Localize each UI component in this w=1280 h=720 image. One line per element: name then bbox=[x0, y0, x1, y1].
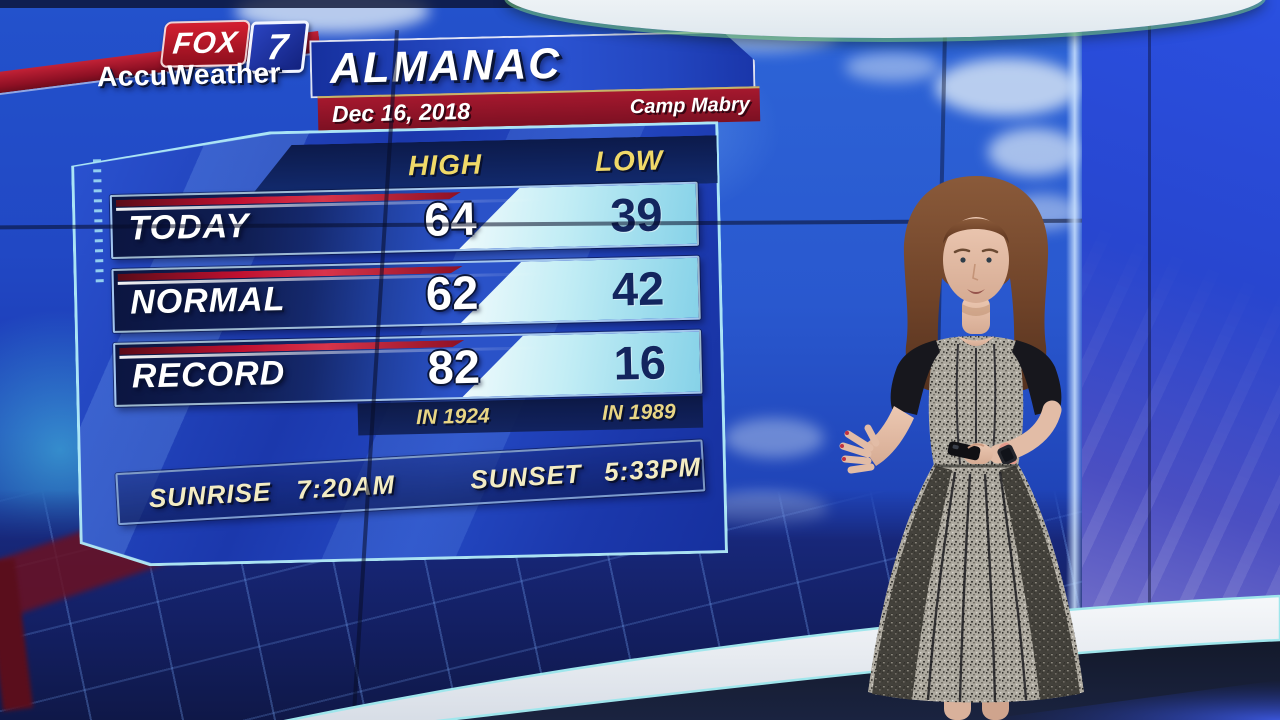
nose bbox=[972, 263, 979, 281]
side-wall-seam bbox=[1148, 0, 1151, 720]
nail-polish bbox=[840, 444, 844, 448]
nail-polish bbox=[845, 431, 849, 435]
eye bbox=[986, 257, 992, 263]
row-label: RECORD bbox=[131, 354, 286, 396]
station-location: Camp Mabry bbox=[629, 93, 751, 119]
wall-corner-highlight bbox=[1066, 0, 1082, 720]
table-row-today: TODAY 64 39 bbox=[109, 181, 700, 259]
almanac-graphic: FOX 7 AccuWeather ALMANAC Dec 16, 2018 C… bbox=[0, 2, 797, 598]
skirt-panel-left bbox=[872, 466, 952, 700]
row-label: NORMAL bbox=[129, 280, 286, 322]
cloud bbox=[935, 58, 1080, 116]
mouth bbox=[967, 289, 985, 294]
fox-logo-text: FOX bbox=[171, 26, 240, 61]
skirt-panel-right bbox=[1000, 466, 1080, 700]
ceiling-edge bbox=[0, 0, 540, 8]
skirt-piping bbox=[926, 471, 1028, 703]
today-low-value: 39 bbox=[609, 187, 664, 242]
today-high-value: 64 bbox=[423, 191, 478, 246]
dress-sleeve-left bbox=[890, 340, 940, 415]
column-header-high: HIGH bbox=[407, 148, 483, 182]
page-title: ALMANAC bbox=[329, 39, 562, 93]
weather-presenter bbox=[839, 176, 1084, 720]
floor-reflection bbox=[980, 680, 1280, 720]
cloud bbox=[988, 128, 1080, 176]
hand-fingers bbox=[967, 443, 985, 449]
presenter-neck bbox=[962, 296, 990, 334]
record-low-value: 16 bbox=[612, 335, 667, 390]
cloud bbox=[724, 418, 824, 458]
presenter-face bbox=[943, 217, 1009, 303]
record-low-year: IN 1989 bbox=[601, 400, 676, 425]
neckline bbox=[958, 336, 994, 346]
sunset-time: 5:33PM bbox=[603, 451, 702, 488]
presenter-bangs bbox=[943, 218, 1009, 244]
sunset-label: SUNSET bbox=[469, 458, 583, 495]
cloud bbox=[845, 52, 940, 82]
sunrise-label: SUNRISE bbox=[147, 476, 273, 514]
presenter-open-hand bbox=[839, 424, 880, 474]
presenter-forearm-left bbox=[862, 406, 914, 466]
smartwatch bbox=[997, 442, 1017, 467]
dress-sleeve-right bbox=[1012, 340, 1062, 415]
eye bbox=[960, 257, 966, 263]
normal-high-value: 62 bbox=[425, 265, 479, 320]
normal-low-value: 42 bbox=[611, 261, 665, 316]
table-row-record: RECORD 82 16 bbox=[113, 329, 703, 407]
table-row-normal: NORMAL 62 42 bbox=[111, 255, 701, 333]
column-header-low: LOW bbox=[594, 144, 664, 177]
record-high-value: 82 bbox=[427, 339, 481, 394]
nail-polish bbox=[842, 457, 846, 461]
eyebrow bbox=[953, 248, 971, 254]
record-high-year: IN 1924 bbox=[415, 404, 490, 430]
neck-shadow bbox=[962, 304, 990, 316]
eyebrow bbox=[981, 248, 999, 254]
sunrise-time: 7:20AM bbox=[295, 469, 396, 505]
